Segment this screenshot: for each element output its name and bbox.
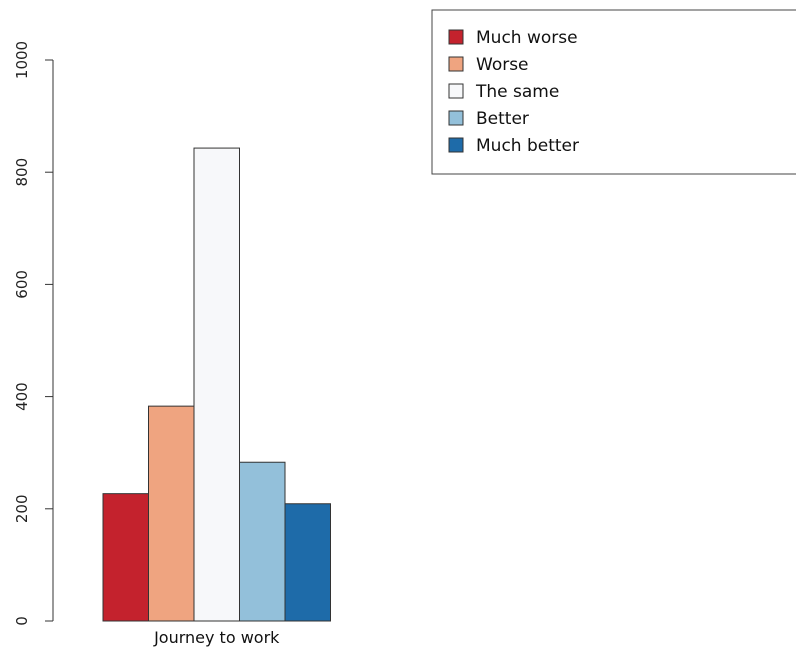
y-tick-label: 600 [13,270,31,299]
y-axis: 0 200 400 600 800 1000 [13,41,54,626]
bar-the-same [193,147,240,622]
legend-label: Worse [476,55,529,75]
legend-swatch [448,29,464,45]
y-tick-label: 800 [13,158,31,187]
bar-much-worse [102,493,149,622]
legend: Much worse Worse The same Better Much better [431,9,796,175]
category-label: Journey to work [153,628,280,647]
y-tick-label: 1000 [13,41,31,79]
legend-swatch [448,110,464,126]
bar-better [239,461,286,622]
y-tick-label: 400 [13,382,31,411]
legend-swatch [448,83,464,99]
bars [102,147,331,622]
y-tick-label: 0 [13,616,31,626]
legend-label: Much worse [476,28,578,48]
legend-label: Much better [476,136,579,156]
x-axis-labels: Journey to work [153,628,280,647]
legend-swatch [448,137,464,153]
legend-label: The same [475,82,559,102]
bar-much-better [284,503,331,622]
legend-box [431,9,796,175]
bar-worse [148,405,195,622]
legend-swatch [448,56,464,72]
y-tick-label: 200 [13,494,31,523]
legend-label: Better [476,109,529,129]
